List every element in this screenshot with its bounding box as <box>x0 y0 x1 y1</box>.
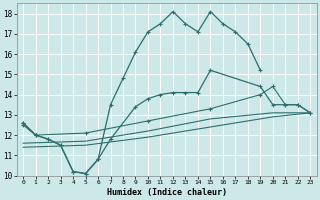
X-axis label: Humidex (Indice chaleur): Humidex (Indice chaleur) <box>107 188 227 197</box>
